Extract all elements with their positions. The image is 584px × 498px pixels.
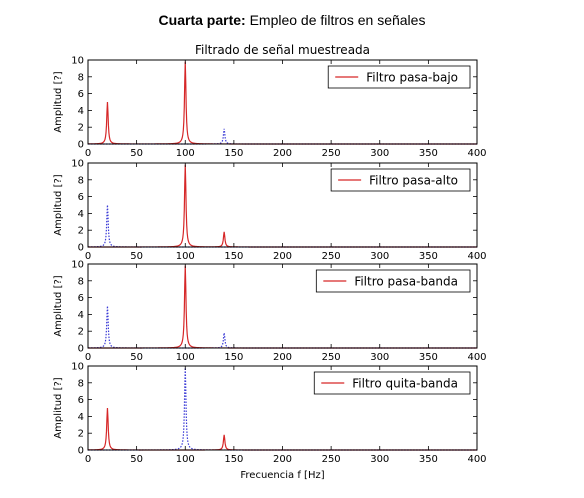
x-tick-label: 300 <box>370 251 389 262</box>
x-tick-label: 100 <box>176 454 195 465</box>
legend: Filtro quita-banda <box>313 371 471 395</box>
subplot-3: 0 50 100 150 200 250 300 350 400 0 2 4 6 8 10 Amplitud … <box>53 260 487 364</box>
x-tick-label: 150 <box>224 352 243 363</box>
x-axis-label: Frecuencia f [Hz] <box>240 470 324 481</box>
y-axis-label: Amplitud [?] <box>53 71 64 132</box>
x-tick-label: 150 <box>224 148 243 159</box>
x-tick-label: 50 <box>130 251 143 262</box>
y-tick-label: 4 <box>78 209 84 220</box>
x-tick-label: 150 <box>224 251 243 262</box>
x-tick-label: 100 <box>176 352 195 363</box>
legend-label: Filtro quita-banda <box>352 377 458 391</box>
y-tick-label: 2 <box>78 123 84 134</box>
y-tick-label: 2 <box>78 226 84 237</box>
x-tick-label: 350 <box>419 148 438 159</box>
x-tick-label: 400 <box>467 251 486 262</box>
y-tick-label: 0 <box>78 344 84 355</box>
series-removed-line <box>88 305 477 349</box>
header-rest: Empleo de filtros en señales <box>245 12 426 28</box>
x-tick-label: 100 <box>176 148 195 159</box>
x-tick-label: 0 <box>85 352 91 363</box>
y-tick-label: 8 <box>78 175 84 186</box>
y-tick-label: 6 <box>78 395 84 406</box>
x-tick-label: 200 <box>273 352 292 363</box>
x-tick-label: 250 <box>322 251 341 262</box>
legend-box <box>315 269 471 293</box>
x-tick-label: 400 <box>467 148 486 159</box>
header-bold: Cuarta parte: <box>158 12 246 28</box>
x-tick-label: 200 <box>273 454 292 465</box>
x-tick-label: 400 <box>467 352 486 363</box>
x-tick-label: 50 <box>130 352 143 363</box>
legend: Filtro pasa-alto <box>330 168 471 192</box>
y-tick-label: 10 <box>71 362 84 373</box>
x-tick-label: 300 <box>370 454 389 465</box>
x-tick-label: 200 <box>273 148 292 159</box>
y-tick-label: 8 <box>78 72 84 83</box>
x-tick-label: 0 <box>85 251 91 262</box>
x-tick-label: 0 <box>85 454 91 465</box>
y-tick-label: 4 <box>78 412 84 423</box>
page-header: Cuarta parte: Empleo de filtros en señal… <box>0 12 584 28</box>
y-tick-label: 6 <box>78 89 84 100</box>
x-tick-label: 50 <box>130 454 143 465</box>
x-tick-label: 350 <box>419 454 438 465</box>
x-tick-label: 400 <box>467 454 486 465</box>
x-tick-label: 150 <box>224 454 243 465</box>
x-tick-label: 50 <box>130 148 143 159</box>
x-tick-label: 250 <box>322 352 341 363</box>
y-tick-label: 10 <box>71 56 84 67</box>
y-tick-label: 6 <box>78 293 84 304</box>
y-tick-label: 2 <box>78 429 84 440</box>
subplot-title: Filtrado de señal muestreada <box>195 43 370 57</box>
y-tick-label: 8 <box>78 276 84 287</box>
y-tick-label: 4 <box>78 310 84 321</box>
x-tick-label: 250 <box>322 148 341 159</box>
legend-label: Filtro pasa-alto <box>369 174 458 188</box>
legend-box <box>313 371 471 395</box>
y-axis-label: Amplitud [?] <box>53 377 64 438</box>
legend: Filtro pasa-banda <box>315 269 471 293</box>
x-tick-label: 0 <box>85 148 91 159</box>
y-tick-label: 10 <box>71 159 84 170</box>
y-tick-label: 8 <box>78 378 84 389</box>
y-tick-label: 6 <box>78 192 84 203</box>
x-tick-label: 300 <box>370 148 389 159</box>
x-tick-label: 350 <box>419 251 438 262</box>
x-tick-label: 300 <box>370 352 389 363</box>
y-tick-label: 0 <box>78 140 84 151</box>
y-tick-label: 2 <box>78 327 84 338</box>
legend-box <box>327 65 471 89</box>
subplot-2: 0 50 100 150 200 250 300 350 400 0 2 4 6 8 10 Amplitud … <box>53 159 487 263</box>
series-filtered-line <box>88 407 477 451</box>
x-tick-label: 100 <box>176 251 195 262</box>
y-tick-label: 4 <box>78 106 84 117</box>
legend-label: Filtro pasa-banda <box>354 275 458 289</box>
legend-label: Filtro pasa-bajo <box>366 71 458 85</box>
x-tick-label: 200 <box>273 251 292 262</box>
y-tick-label: 10 <box>71 260 84 271</box>
legend-box <box>330 168 471 192</box>
subplot-4: 0 50 100 150 200 250 300 350 400 0 2 4 6 8 10 Amplitud … <box>53 362 487 482</box>
y-axis-label: Amplitud [?] <box>53 275 64 336</box>
y-tick-label: 0 <box>78 446 84 457</box>
legend: Filtro pasa-bajo <box>327 65 471 89</box>
y-axis-label: Amplitud [?] <box>53 174 64 235</box>
y-tick-label: 0 <box>78 243 84 254</box>
x-tick-label: 350 <box>419 352 438 363</box>
series-removed-line <box>87 204 477 248</box>
x-tick-label: 250 <box>322 454 341 465</box>
